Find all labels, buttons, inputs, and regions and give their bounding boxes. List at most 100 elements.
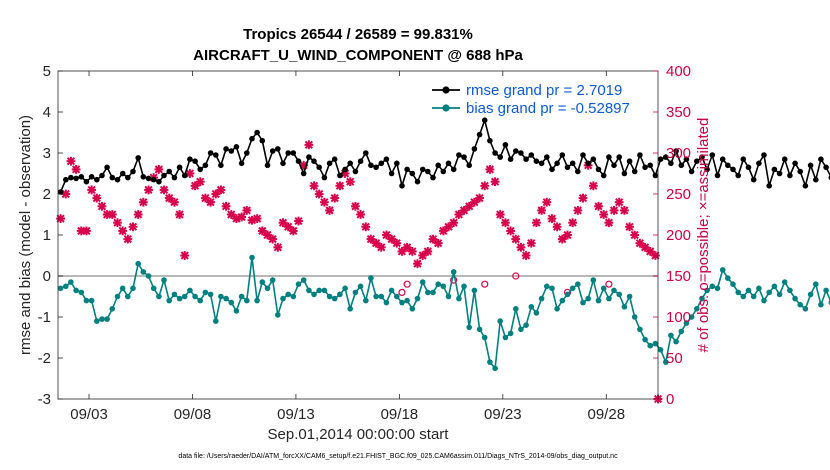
assimilated-point xyxy=(526,238,536,248)
rmse-point xyxy=(166,168,172,175)
plot-area xyxy=(58,71,658,399)
possible-point xyxy=(605,280,613,288)
bias-point xyxy=(337,291,343,298)
bias-point xyxy=(145,273,152,279)
assimilated-point xyxy=(480,181,490,191)
rmse-point xyxy=(290,150,297,156)
bias-point xyxy=(161,277,167,283)
rmse-point xyxy=(518,150,524,156)
rmse-point xyxy=(171,174,178,181)
bias-point xyxy=(187,287,193,294)
bias-point xyxy=(326,293,333,300)
y-left-tick-label: -1 xyxy=(38,309,51,326)
bias-point xyxy=(414,295,421,302)
assimilated-point xyxy=(594,201,603,211)
rmse-point xyxy=(419,166,426,173)
bias-point xyxy=(399,299,405,306)
assimilated-point xyxy=(97,201,107,211)
bias-point xyxy=(663,359,669,365)
rmse-point xyxy=(456,152,462,158)
assimilated-point xyxy=(144,185,153,195)
assimilated-point xyxy=(356,210,365,219)
bias-point xyxy=(585,295,591,302)
y-axis-label-left: rmse and bias (model - observation) xyxy=(17,115,34,355)
assimilated-point xyxy=(376,242,386,252)
y-right-tick-label: 350 xyxy=(666,104,691,121)
rmse-point xyxy=(119,170,126,177)
bias-point xyxy=(544,283,550,290)
assimilated-point xyxy=(630,230,640,240)
rmse-point xyxy=(192,158,198,164)
bias-point xyxy=(497,318,504,324)
rmse-point xyxy=(544,154,550,160)
bias-point xyxy=(73,287,79,294)
assimilated-point xyxy=(599,210,609,219)
rmse-point xyxy=(487,137,493,144)
bias-point xyxy=(637,326,643,333)
assimilated-point xyxy=(66,156,76,166)
assimilated-point xyxy=(138,197,148,207)
bias-point xyxy=(580,299,586,306)
assimilated-point xyxy=(433,238,443,248)
bias-point xyxy=(83,297,90,304)
bias-point xyxy=(616,291,622,298)
bias-point xyxy=(425,289,431,296)
rmse-point xyxy=(109,174,116,181)
rmse-point xyxy=(476,131,483,138)
rmse-point xyxy=(331,156,338,162)
assimilated-point xyxy=(154,165,164,174)
assimilated-point xyxy=(609,206,619,215)
bias-point xyxy=(771,283,778,290)
rmse-point xyxy=(621,170,628,177)
bias-point xyxy=(357,283,364,290)
rmse-point xyxy=(652,172,659,179)
assimilated-point xyxy=(278,218,288,228)
rmse-point xyxy=(275,146,281,152)
bias-point xyxy=(233,308,240,314)
rmse-point xyxy=(207,150,214,156)
bias-point xyxy=(735,289,741,296)
assimilated-point xyxy=(159,185,169,195)
assimilated-point xyxy=(221,201,231,211)
bias-point xyxy=(461,283,467,290)
bias-point xyxy=(740,293,747,300)
assimilated-point xyxy=(521,251,531,260)
rmse-point xyxy=(564,164,571,171)
x-tick-label: 09/03 xyxy=(70,406,108,423)
bias-point xyxy=(368,275,374,281)
bias-point xyxy=(813,281,819,288)
rmse-point xyxy=(637,152,643,158)
rmse-point xyxy=(264,162,271,169)
bias-point xyxy=(600,285,607,292)
assimilated-point xyxy=(413,259,422,269)
assimilated-point xyxy=(314,189,324,199)
y-right-tick-label: 400 xyxy=(666,63,691,80)
rmse-point xyxy=(647,162,653,169)
rmse-point xyxy=(797,168,803,175)
bias-point xyxy=(507,330,514,337)
y-left-tick-label: 0 xyxy=(43,268,51,285)
assimilated-point xyxy=(485,165,495,174)
bias-point xyxy=(776,291,783,298)
bias-point xyxy=(264,285,271,292)
assimilated-point xyxy=(475,193,484,203)
rmse-point xyxy=(507,156,514,162)
assimilated-point xyxy=(651,251,660,260)
assimilated-point xyxy=(547,214,557,223)
rmse-point xyxy=(585,160,591,167)
rmse-point xyxy=(104,164,110,171)
rmse-point xyxy=(337,172,343,179)
bias-point xyxy=(745,287,752,294)
legend-rmse-marker xyxy=(442,86,450,94)
assimilated-point xyxy=(92,193,102,203)
assimilated-point xyxy=(180,251,190,260)
bias-point xyxy=(311,291,317,298)
rmse-point xyxy=(580,152,586,158)
assimilated-point xyxy=(252,214,262,223)
bias-point xyxy=(528,304,535,310)
assimilated-point xyxy=(516,242,526,252)
bias-point xyxy=(554,306,560,312)
assimilated-point xyxy=(325,206,334,215)
bias-point xyxy=(781,279,788,285)
